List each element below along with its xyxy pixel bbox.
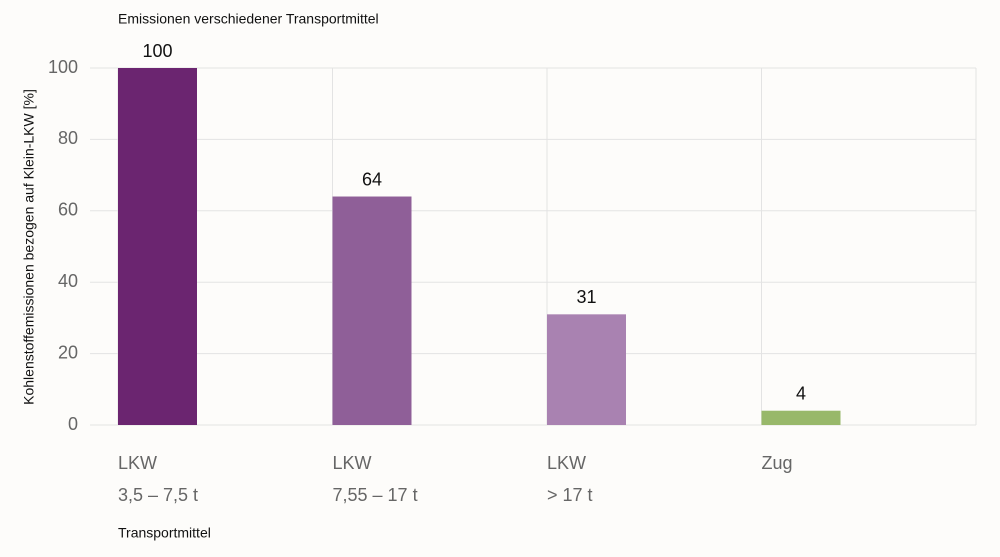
x-tick-label: LKW (547, 453, 586, 473)
x-tick-label: Zug (762, 453, 793, 473)
y-tick-label: 20 (58, 342, 78, 362)
y-tick-label: 40 (58, 271, 78, 291)
y-tick-label: 80 (58, 128, 78, 148)
x-tick-label: 7,55 – 17 t (333, 485, 418, 505)
y-tick-label: 0 (68, 414, 78, 434)
x-tick-label: LKW (118, 453, 157, 473)
data-label: 31 (576, 287, 596, 307)
bar (118, 68, 197, 425)
bar (547, 314, 626, 425)
data-label: 100 (142, 41, 172, 61)
data-label: 4 (796, 383, 806, 403)
x-axis-label: Transportmittel (118, 525, 211, 541)
x-tick-label: LKW (333, 453, 372, 473)
chart-title: Emissionen verschiedener Transportmittel (118, 11, 379, 27)
bar (332, 196, 412, 425)
y-tick-label: 60 (58, 200, 78, 220)
y-axis-label: Kohlenstoffemissionen bezogen auf Klein-… (21, 89, 37, 405)
x-tick-label: > 17 t (547, 485, 593, 505)
data-label: 64 (362, 169, 382, 189)
bar (761, 410, 841, 425)
y-tick-label: 100 (48, 57, 78, 77)
x-tick-label: 3,5 – 7,5 t (118, 485, 198, 505)
